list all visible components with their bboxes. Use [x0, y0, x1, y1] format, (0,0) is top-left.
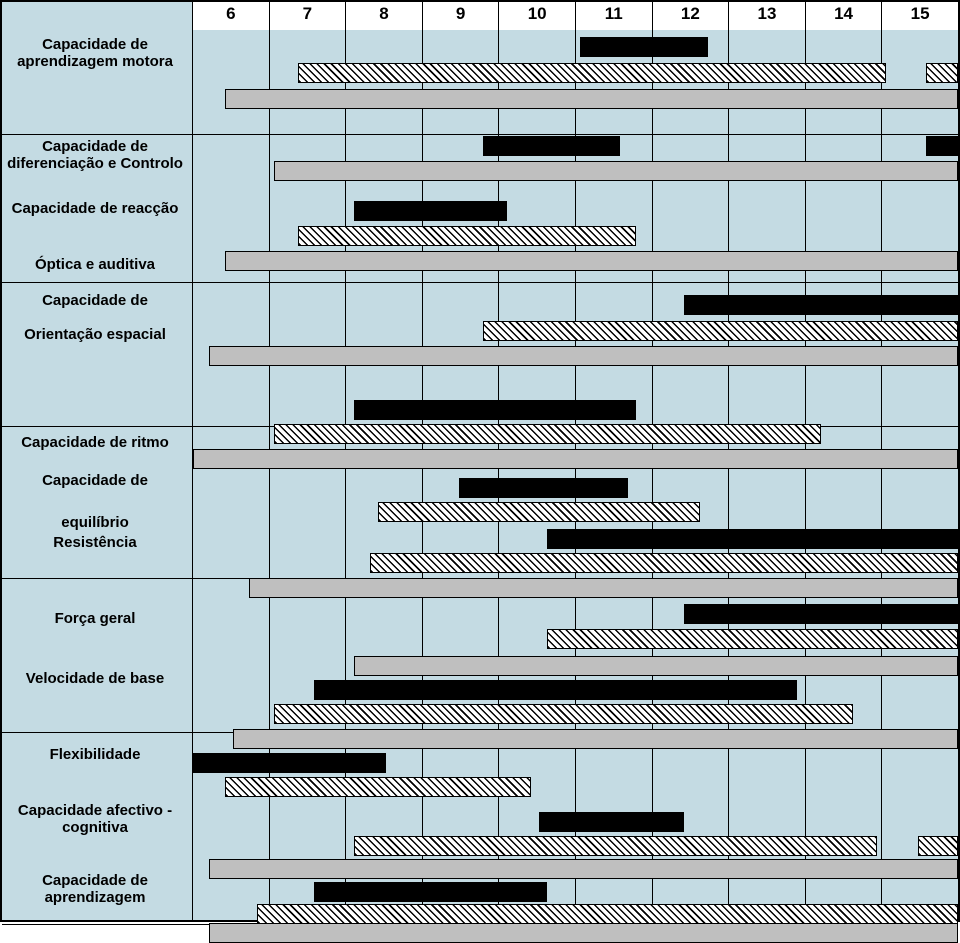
bar-diag [354, 836, 877, 856]
row-label: Capacidade afectivo - cognitiva [2, 802, 188, 837]
axis-tick: 14 [805, 2, 882, 30]
axis-tick: 13 [728, 2, 805, 30]
bar-grey [354, 656, 958, 676]
x-axis: 6789101112131415 [193, 2, 958, 30]
bar-grey [225, 251, 958, 271]
bar-grey [209, 923, 958, 943]
row-label: Capacidade de ritmo [2, 434, 188, 451]
bar-diag [918, 836, 958, 856]
row-label: Capacidade de [2, 472, 188, 489]
row-label: Óptica e auditiva [2, 256, 188, 273]
bar-black [926, 136, 958, 156]
bar-diag [926, 63, 958, 83]
row-label: Capacidade de reacção [2, 200, 188, 217]
axis-tick: 15 [881, 2, 958, 30]
bar-grey [193, 449, 958, 469]
bar-black [684, 604, 958, 624]
bar-black [459, 478, 628, 498]
axis-tick: 9 [422, 2, 499, 30]
row-label: Orientação espacial [2, 326, 188, 343]
row-label: Força geral [2, 610, 188, 627]
section-divider [2, 282, 958, 283]
axis-tick: 8 [345, 2, 422, 30]
bar-black [193, 753, 386, 773]
row-labels-column: Capacidade de aprendizagem motora Capacid… [2, 2, 193, 920]
row-label: Resistência [2, 534, 188, 551]
bar-grey [209, 859, 958, 879]
bar-black [354, 201, 507, 221]
bar-grey [233, 729, 958, 749]
bar-black [539, 812, 684, 832]
bar-grey [209, 346, 958, 366]
bar-grey [274, 161, 958, 181]
bar-diag [225, 777, 531, 797]
bar-black [354, 400, 636, 420]
bar-diag [274, 704, 854, 724]
gantt-chart: Capacidade de aprendizagem motora Capacid… [0, 0, 960, 922]
axis-tick: 12 [652, 2, 729, 30]
bar-diag [370, 553, 958, 573]
row-label: Capacidade de aprendizagem [2, 872, 188, 907]
bar-black [483, 136, 620, 156]
row-label: Capacidade de aprendizagem motora [2, 36, 188, 71]
bar-diag [298, 226, 636, 246]
row-label: Capacidade de diferenciação e Controlo [2, 138, 188, 173]
bar-black [580, 37, 709, 57]
bar-black [314, 882, 548, 902]
bar-diag [378, 502, 700, 522]
bar-black [314, 680, 797, 700]
bar-black [547, 529, 958, 549]
bar-diag [274, 424, 822, 444]
row-label: Velocidade de base [2, 670, 188, 687]
bar-diag [483, 321, 958, 341]
axis-tick: 10 [498, 2, 575, 30]
axis-tick: 11 [575, 2, 652, 30]
bar-grey [225, 89, 958, 109]
axis-tick: 7 [269, 2, 346, 30]
axis-tick: 6 [193, 2, 269, 30]
bar-diag [257, 904, 958, 924]
chart-area: 6789101112131415 [193, 2, 958, 920]
row-label: Capacidade de [2, 292, 188, 309]
row-label: Flexibilidade [2, 746, 188, 763]
bar-black [684, 295, 958, 315]
row-label: equilíbrio [2, 514, 188, 531]
bar-diag [298, 63, 886, 83]
bar-grey [249, 578, 958, 598]
section-divider [2, 134, 958, 135]
bar-diag [547, 629, 958, 649]
